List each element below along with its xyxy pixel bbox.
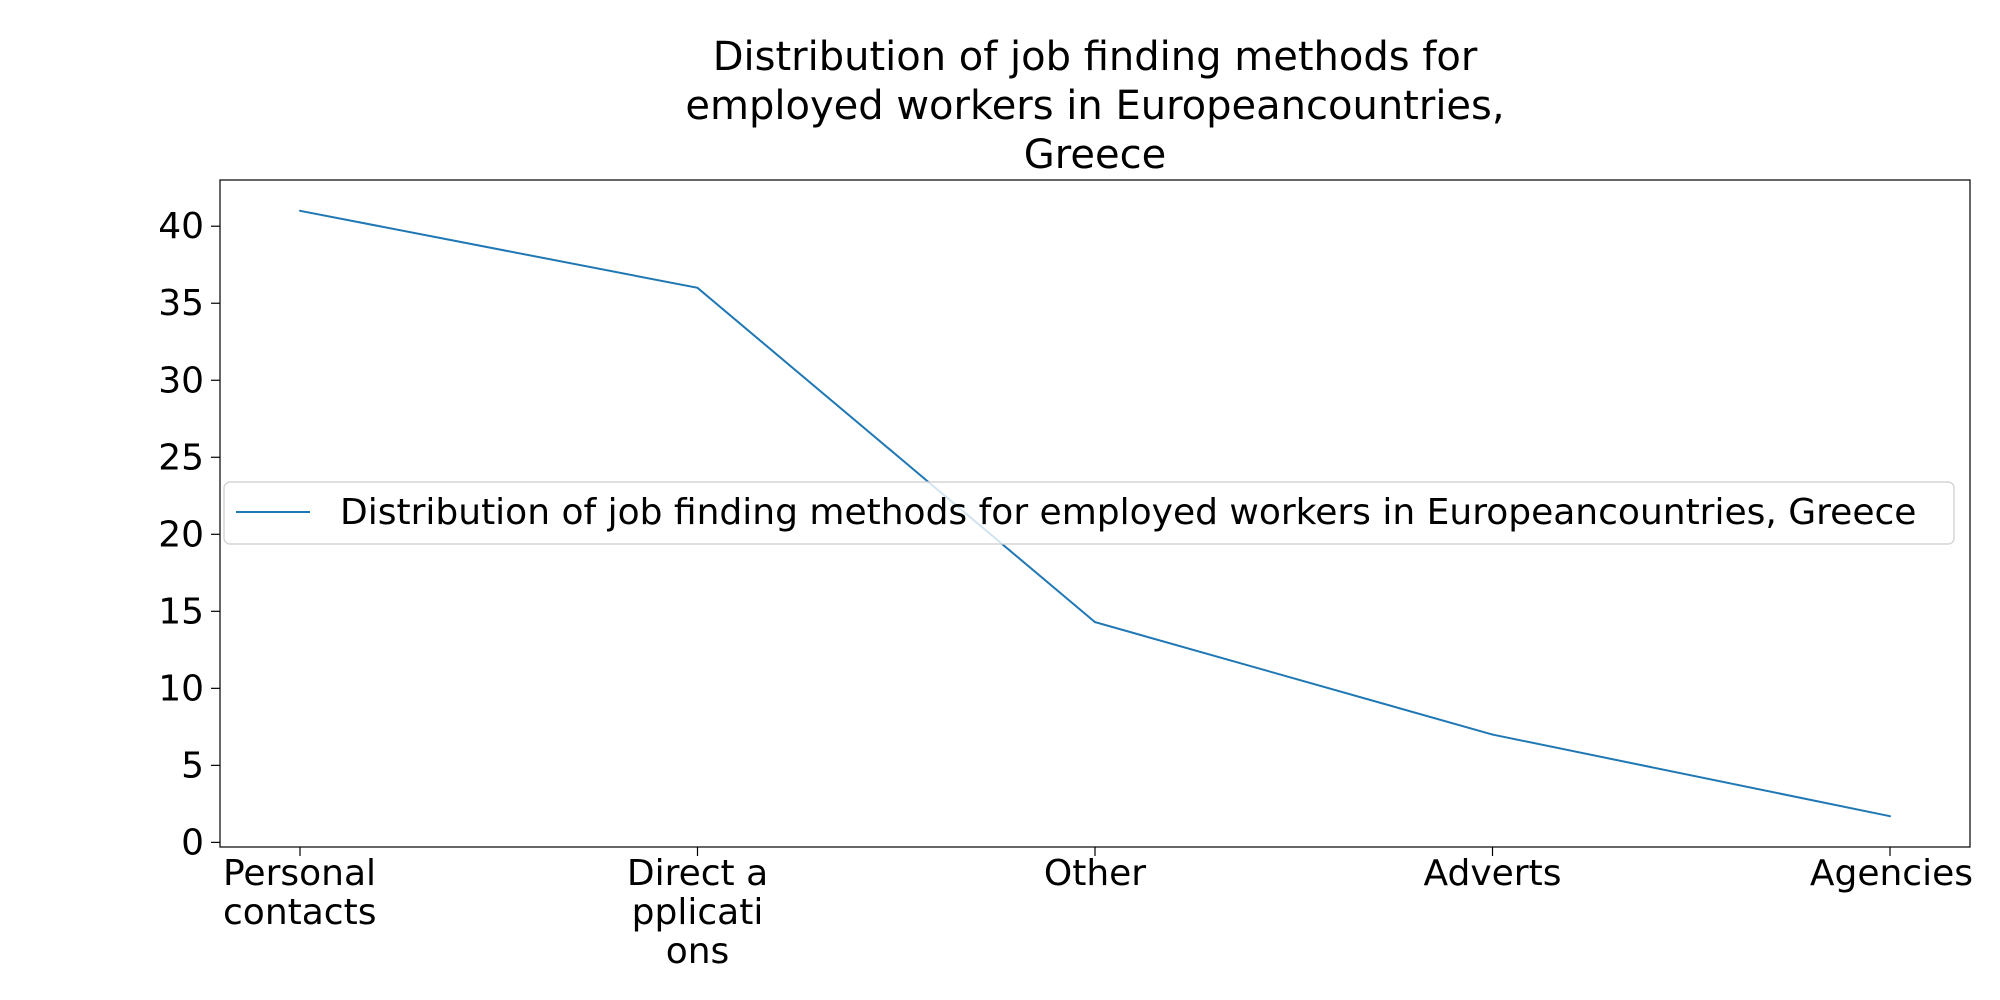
data-point <box>696 286 699 289</box>
data-point <box>1889 815 1891 818</box>
x-tick-label: ons <box>666 931 730 972</box>
x-tick-label: contacts <box>223 892 376 933</box>
chart-title-line: employed workers in Europeancountries, <box>685 83 1504 129</box>
y-tick-label: 10 <box>158 668 204 709</box>
y-tick-label: 25 <box>158 437 204 478</box>
data-point <box>299 209 301 212</box>
y-tick-label: 15 <box>158 591 204 632</box>
x-tick-label: Other <box>1044 853 1146 894</box>
y-tick-label: 20 <box>158 514 204 555</box>
data-point <box>1491 733 1494 736</box>
chart-title: Distribution of job finding methods fore… <box>685 34 1504 178</box>
y-tick-label: 5 <box>181 745 204 786</box>
x-tick-label: Agencies <box>1810 853 1973 894</box>
legend-label: Distribution of job finding methods for … <box>340 492 1916 533</box>
x-tick-label: Personal <box>223 853 376 894</box>
y-tick-label: 35 <box>158 283 204 324</box>
chart-title-line: Greece <box>1024 132 1166 178</box>
series-group <box>299 209 1891 818</box>
x-tick-label: pplicati <box>632 892 764 933</box>
y-axis: 0 5 10 15 20 25 30 35 40 <box>158 206 220 863</box>
legend-box <box>223 481 1955 545</box>
x-tick-label: Direct a <box>627 853 768 894</box>
y-tick-label: 0 <box>181 822 204 863</box>
y-tick-label: 40 <box>158 206 204 247</box>
data-point <box>1094 621 1096 624</box>
legend: Distribution of job finding methods for … <box>223 481 1955 545</box>
x-tick-label: Adverts <box>1424 853 1562 894</box>
y-tick-label: 30 <box>158 360 204 401</box>
chart-title-line: Distribution of job finding methods for <box>713 34 1478 80</box>
